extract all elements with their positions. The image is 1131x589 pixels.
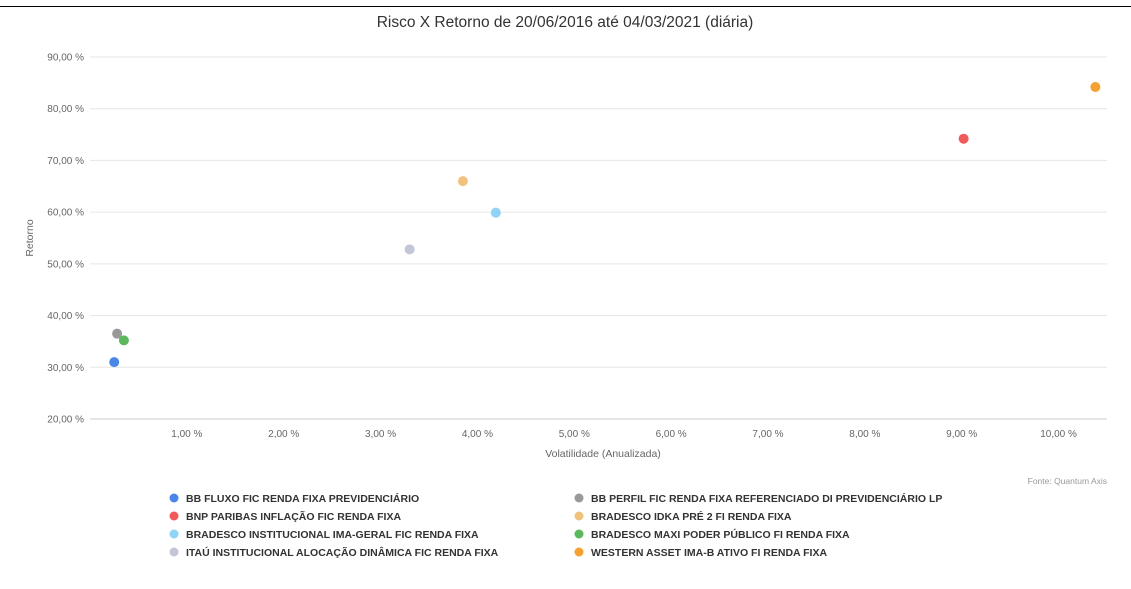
legend-label: BRADESCO MAXI PODER PÚBLICO FI RENDA FIX… xyxy=(591,528,850,541)
y-tick-label: 70,00 % xyxy=(47,156,84,167)
y-axis-ticks: 20,00 % 30,00 % 40,00 % 50,00 % 60,00 % 70,00… xyxy=(47,53,84,426)
legend-label: BRADESCO IDKA PRÉ 2 FI RENDA FIXA xyxy=(591,510,792,523)
legend-item[interactable]: WESTERN ASSET IMA-B ATIVO FI RENDA FIXA xyxy=(574,547,828,559)
legend-item[interactable]: BRADESCO IDKA PRÉ 2 FI RENDA FIXA xyxy=(574,510,792,523)
y-tick-label: 40,00 % xyxy=(47,311,84,322)
legend-label: BB PERFIL FIC RENDA FIXA REFERENCIADO DI… xyxy=(591,492,942,505)
x-tick-label: 1,00 % xyxy=(171,429,202,440)
legend-marker xyxy=(169,529,179,539)
source-label: Fonte: Quantum Axis xyxy=(1028,476,1107,486)
legend-item[interactable]: BRADESCO MAXI PODER PÚBLICO FI RENDA FIX… xyxy=(574,528,851,541)
x-tick-label: 9,00 % xyxy=(946,429,977,440)
legend-marker xyxy=(574,529,584,539)
x-tick-label: 3,00 % xyxy=(365,429,396,440)
legend-marker xyxy=(574,547,584,557)
x-axis-ticks: 1,00 % 2,00 % 3,00 % 4,00 % 5,00 % 6,00 % 7,00… xyxy=(171,429,1077,440)
legend-marker xyxy=(574,511,584,521)
legend-label: WESTERN ASSET IMA-B ATIVO FI RENDA FIXA xyxy=(591,547,827,559)
legend-item[interactable]: ITAÚ INSTITUCIONAL ALOCAÇÃO DINÂMICA FIC… xyxy=(169,546,499,559)
y-tick-label: 60,00 % xyxy=(47,208,84,219)
y-tick-label: 90,00 % xyxy=(47,53,84,64)
data-point[interactable] xyxy=(112,328,123,339)
y-tick-label: 20,00 % xyxy=(47,415,84,426)
x-tick-label: 6,00 % xyxy=(656,429,687,440)
grid-lines xyxy=(90,56,1107,420)
data-point[interactable] xyxy=(490,207,501,218)
legend-marker xyxy=(574,493,584,503)
x-tick-label: 2,00 % xyxy=(268,429,299,440)
y-tick-label: 30,00 % xyxy=(47,363,84,374)
x-tick-label: 4,00 % xyxy=(462,429,493,440)
legend-label: ITAÚ INSTITUCIONAL ALOCAÇÃO DINÂMICA FIC… xyxy=(186,546,499,559)
x-tick-label: 7,00 % xyxy=(752,429,783,440)
legend-item[interactable]: BB FLUXO FIC RENDA FIXA PREVIDENCIÁRIO xyxy=(169,492,420,505)
data-point[interactable] xyxy=(109,357,120,368)
legend-label: BNP PARIBAS INFLAÇÃO FIC RENDA FIXA xyxy=(186,510,401,523)
legend: BB FLUXO FIC RENDA FIXA PREVIDENCIÁRIO BB… xyxy=(169,492,943,559)
legend-label: BB FLUXO FIC RENDA FIXA PREVIDENCIÁRIO xyxy=(186,492,419,505)
legend-marker xyxy=(169,511,179,521)
legend-marker xyxy=(169,493,179,503)
data-points xyxy=(109,81,1101,368)
top-border-line xyxy=(0,6,1131,7)
legend-marker xyxy=(169,547,179,557)
y-tick-label: 50,00 % xyxy=(47,259,84,270)
legend-item[interactable]: BRADESCO INSTITUCIONAL IMA-GERAL FIC REN… xyxy=(169,529,480,541)
data-point[interactable] xyxy=(1090,81,1101,92)
y-axis-label: Retorno xyxy=(24,219,36,257)
data-point[interactable] xyxy=(457,176,468,187)
legend-item[interactable]: BB PERFIL FIC RENDA FIXA REFERENCIADO DI… xyxy=(574,492,943,505)
data-point[interactable] xyxy=(404,244,415,255)
x-tick-label: 10,00 % xyxy=(1040,429,1077,440)
chart-title: Risco X Retorno de 20/06/2016 até 04/03/… xyxy=(377,14,754,31)
data-point[interactable] xyxy=(958,133,969,144)
data-point[interactable] xyxy=(118,335,129,346)
x-tick-label: 5,00 % xyxy=(559,429,590,440)
legend-item[interactable]: BNP PARIBAS INFLAÇÃO FIC RENDA FIXA xyxy=(169,510,402,523)
x-axis-label: Volatilidade (Anualizada) xyxy=(545,448,661,460)
legend-label: BRADESCO INSTITUCIONAL IMA-GERAL FIC REN… xyxy=(186,529,479,541)
x-tick-label: 8,00 % xyxy=(849,429,880,440)
y-tick-label: 80,00 % xyxy=(47,104,84,115)
